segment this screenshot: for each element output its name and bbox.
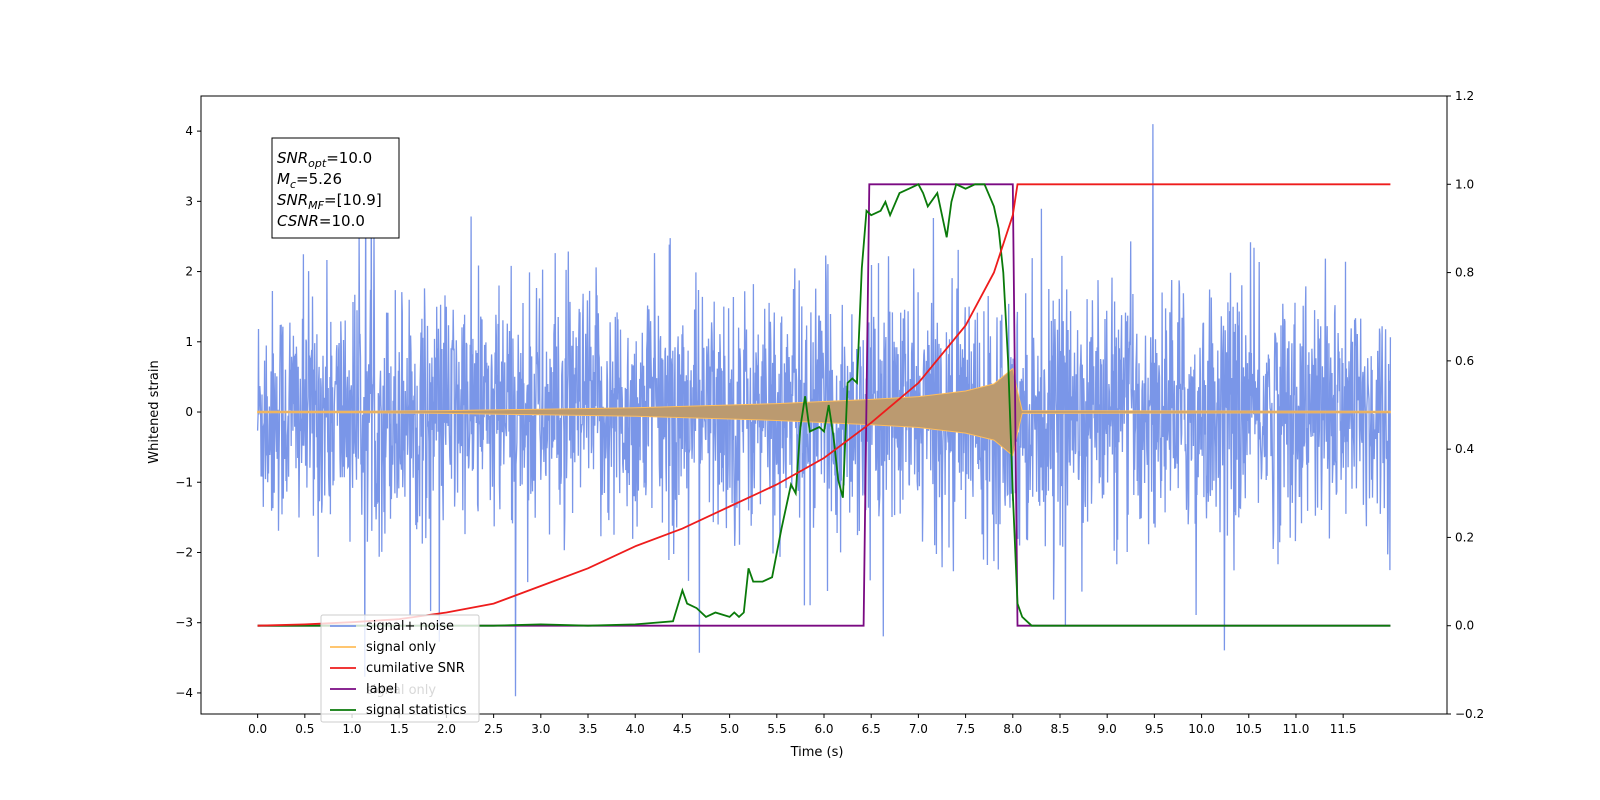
x-tick-label: 11.5 xyxy=(1330,722,1357,736)
plot-area xyxy=(256,124,1392,697)
x-tick-label: 6.0 xyxy=(814,722,833,736)
y-tick-label: 2 xyxy=(185,265,193,279)
y2-tick-label: 0.2 xyxy=(1455,530,1474,544)
x-tick-label: 0.5 xyxy=(295,722,314,736)
legend-label: signal only xyxy=(366,640,436,655)
x-axis-label: Time (s) xyxy=(790,745,844,760)
legend-label: signal+ noise xyxy=(366,619,454,634)
y-tick-label: −1 xyxy=(175,475,193,489)
legend-label: cumilative SNR xyxy=(366,661,465,676)
annotation-line: Mc=5.26 xyxy=(277,170,342,191)
x-tick-label: 4.5 xyxy=(673,722,692,736)
y-axis-label: Whitened strain xyxy=(147,360,162,463)
legend-frame xyxy=(320,614,480,723)
annotation-line: CSNR=10.0 xyxy=(277,212,365,230)
y2-tick-label: 1.2 xyxy=(1455,89,1474,103)
x-tick-label: 5.0 xyxy=(720,722,739,736)
x-tick-label: 1.0 xyxy=(342,722,361,736)
x-tick-label: 6.5 xyxy=(862,722,881,736)
x-tick-label: 9.5 xyxy=(1145,722,1164,736)
x-tick-label: 8.0 xyxy=(1003,722,1022,736)
x-tick-label: 10.5 xyxy=(1235,722,1262,736)
y2-tick-label: 1.0 xyxy=(1455,177,1474,191)
y-tick-label: 3 xyxy=(185,194,193,208)
signal-statistics-series xyxy=(257,183,1391,627)
y2-tick-label: 0.0 xyxy=(1455,619,1474,633)
y-tick-label: 1 xyxy=(185,335,193,349)
y-tick-label: −2 xyxy=(175,545,193,559)
y2-tick-label: 0.6 xyxy=(1455,354,1474,368)
x-tick-label: 7.5 xyxy=(956,722,975,736)
y-tick-label: 4 xyxy=(185,124,193,138)
annotation-line: SNRopt=10.0 xyxy=(277,149,372,170)
x-axis-ticks: 0.0 0.5 1.0 1.5 2.0 2.5 3.0 3.5 4.0 4.5 5.0 5.5 6.0 6… xyxy=(248,714,1357,736)
x-tick-label: 2.5 xyxy=(484,722,503,736)
legend-ghost-text: signal only xyxy=(366,683,436,698)
y2-tick-label: 0.8 xyxy=(1455,266,1474,280)
x-tick-label: 5.5 xyxy=(767,722,786,736)
annotation-line: SNRMF=[10.9] xyxy=(277,191,382,212)
legend-label: signal statistics xyxy=(366,703,467,718)
y2-tick-label: −0.2 xyxy=(1455,707,1484,721)
legend-label: label xyxy=(366,682,397,697)
x-tick-label: 10.0 xyxy=(1188,722,1215,736)
x-tick-label: 1.5 xyxy=(390,722,409,736)
x-tick-label: 9.0 xyxy=(1098,722,1117,736)
y-axis-ticks: −4 −3 −2 −1 0 1 2 3 4 xyxy=(175,124,201,700)
y-tick-label: −3 xyxy=(175,616,193,630)
y2-axis-ticks: −0.2 0.0 0.2 0.4 0.6 0.8 1.0 1.2 xyxy=(1447,89,1484,721)
x-tick-label: 7.0 xyxy=(909,722,928,736)
y-tick-label: −4 xyxy=(175,686,193,700)
x-tick-label: 4.0 xyxy=(626,722,645,736)
x-tick-label: 0.0 xyxy=(248,722,267,736)
signal-plus-noise-series xyxy=(256,124,1392,697)
x-tick-label: 3.0 xyxy=(531,722,550,736)
x-tick-label: 11.0 xyxy=(1283,722,1310,736)
annotation-frame xyxy=(271,137,400,239)
legend: signal only signal+ noise signal only cumil… xyxy=(320,614,480,723)
x-tick-label: 2.0 xyxy=(437,722,456,736)
x-tick-label: 3.5 xyxy=(578,722,597,736)
y2-tick-label: 0.4 xyxy=(1455,442,1474,456)
x-tick-label: 8.5 xyxy=(1050,722,1069,736)
signal-only-series xyxy=(257,367,1391,457)
y-tick-label: 0 xyxy=(185,405,193,419)
